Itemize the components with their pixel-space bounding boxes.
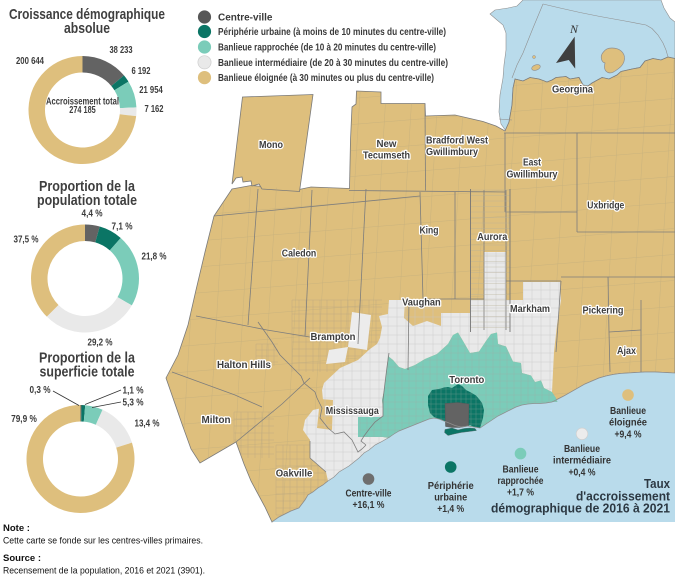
svg-text:N: N [569,22,579,36]
svg-text:+0,4 %: +0,4 % [569,467,596,478]
svg-text:Périphérie urbaine (à moins de: Périphérie urbaine (à moins de 10 minute… [218,27,446,38]
svg-text:Banlieue: Banlieue [503,464,539,475]
svg-text:+1,7 %: +1,7 % [507,488,534,499]
svg-text:Centre-ville: Centre-ville [218,13,273,24]
svg-text:Banlieue: Banlieue [564,444,600,455]
svg-text:Mono: Mono [259,140,283,151]
svg-text:0,3 %: 0,3 % [30,385,51,396]
svg-text:+16,1 %: +16,1 % [353,500,385,511]
svg-text:Mississauga: Mississauga [326,406,379,417]
svg-text:274 185: 274 185 [69,105,96,116]
svg-text:13,4 %: 13,4 % [135,419,160,430]
svg-text:Banlieue: Banlieue [610,406,646,417]
svg-text:21 954: 21 954 [139,85,163,96]
svg-text:+9,4 %: +9,4 % [615,429,642,440]
svg-text:Caledon: Caledon [282,249,317,260]
svg-text:Périphérie: Périphérie [428,481,474,492]
svg-text:7 162: 7 162 [145,104,164,115]
svg-text:Cette carte se fonde sur les c: Cette carte se fonde sur les centres-vil… [3,536,203,547]
svg-text:Halton Hills: Halton Hills [217,360,271,371]
svg-text:200 644: 200 644 [16,56,44,67]
svg-text:Ajax: Ajax [617,346,636,357]
svg-text:21,8 %: 21,8 % [142,252,167,263]
svg-text:démographique de 2016 à 2021: démographique de 2016 à 2021 [491,501,670,516]
svg-text:intermédiaire: intermédiaire [553,456,611,467]
svg-text:38 233: 38 233 [110,45,133,56]
svg-text:79,9 %: 79,9 % [11,414,37,425]
svg-text:Tecumseth: Tecumseth [363,151,410,162]
svg-text:6 192: 6 192 [132,66,151,77]
svg-text:Gwillimbury: Gwillimbury [426,147,478,158]
svg-text:Oakville: Oakville [276,468,313,479]
svg-text:King: King [420,226,439,237]
svg-text:Banlieue rapprochée (de 10 à 2: Banlieue rapprochée (de 10 à 20 minutes … [218,43,436,54]
svg-text:New: New [377,139,397,150]
svg-text:Croissance démographique: Croissance démographique [9,6,165,23]
svg-text:Proportion de la: Proportion de la [39,350,136,367]
svg-text:éloignée: éloignée [609,418,647,429]
svg-text:Taux: Taux [644,476,671,491]
svg-text:Georgina: Georgina [552,85,593,96]
svg-text:Recensement de la population,: Recensement de la population, 2016 et 20… [3,566,205,577]
svg-text:Markham: Markham [510,304,550,315]
svg-text:Banlieue éloignée (à 30 minute: Banlieue éloignée (à 30 minutes ou plus … [218,73,434,84]
svg-text:superficie totale: superficie totale [40,364,135,381]
svg-text:rapprochée: rapprochée [498,476,544,487]
svg-text:Bradford West: Bradford West [426,136,489,147]
svg-text:Aurora: Aurora [477,232,507,243]
svg-text:Pickering: Pickering [583,306,624,317]
svg-text:Accroissement total: Accroissement total [46,96,119,107]
svg-text:29,2 %: 29,2 % [88,338,113,349]
svg-text:Toronto: Toronto [449,375,484,386]
svg-text:d'accroissement: d'accroissement [576,488,671,503]
svg-text:7,1 %: 7,1 % [112,222,133,233]
svg-text:Uxbridge: Uxbridge [587,201,624,212]
svg-text:urbaine: urbaine [434,493,467,504]
svg-text:Proportion de la: Proportion de la [39,178,136,195]
svg-text:population totale: population totale [37,192,137,209]
svg-text:Source :: Source : [3,553,41,564]
svg-text:Vaughan: Vaughan [402,298,441,309]
svg-text:Gwillimbury: Gwillimbury [507,170,558,181]
svg-text:East: East [523,158,542,169]
svg-text:1,1 %: 1,1 % [123,386,144,397]
svg-text:4,4 %: 4,4 % [82,209,103,220]
svg-text:absolue: absolue [64,20,110,37]
svg-text:Banlieue intermédiaire (de 20: Banlieue intermédiaire (de 20 à 30 minut… [218,58,448,69]
svg-text:Note :: Note : [3,523,30,534]
svg-text:5,3 %: 5,3 % [123,398,144,409]
svg-text:Centre-ville: Centre-ville [346,488,392,499]
svg-text:37,5 %: 37,5 % [14,235,39,246]
svg-text:Brampton: Brampton [311,332,356,343]
svg-text:Milton: Milton [202,415,231,426]
svg-text:+1,4 %: +1,4 % [437,504,464,515]
